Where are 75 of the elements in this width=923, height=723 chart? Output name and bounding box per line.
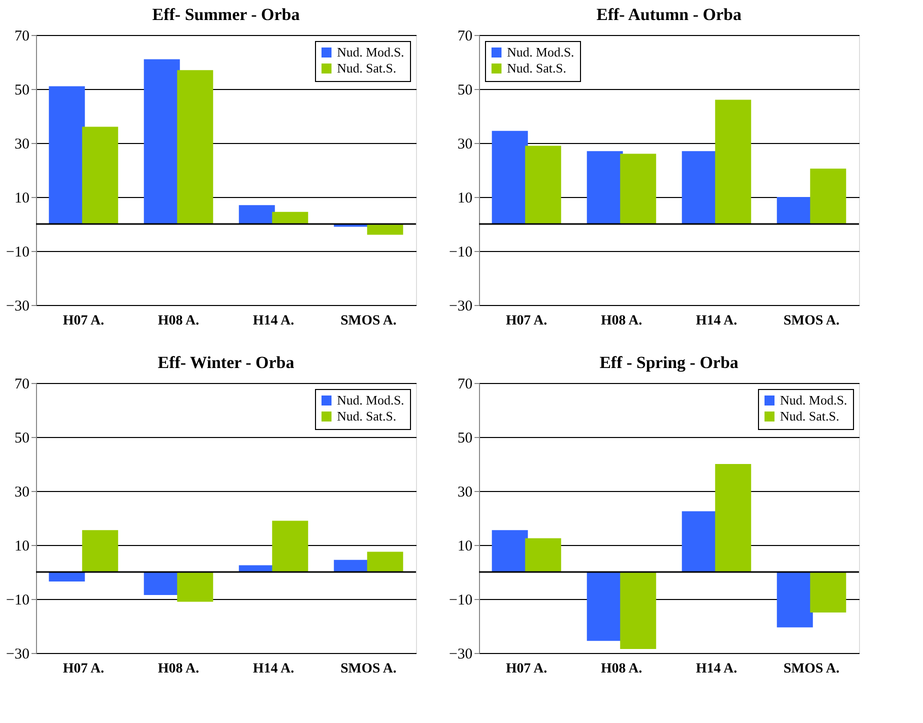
legend-label: Nud. Mod.S. (507, 44, 574, 60)
bar (82, 530, 118, 572)
bar (715, 100, 752, 224)
legend-label: Nud. Mod.S. (337, 44, 404, 60)
x-tick-label: H08 A. (158, 662, 200, 676)
bar (177, 572, 214, 602)
chart-title: Eff- Autumn - Orba (596, 5, 742, 24)
y-tick-label: 30 (458, 136, 472, 152)
x-tick-label: H14 A. (252, 662, 294, 676)
bar (715, 464, 752, 572)
bar (620, 572, 656, 649)
bar (48, 86, 85, 224)
legend-label: Nud. Sat.S. (507, 60, 566, 76)
y-tick-label: 50 (14, 430, 30, 446)
y-tick-label: −10 (449, 592, 472, 608)
bar (620, 154, 656, 224)
bar (810, 168, 846, 224)
x-tick-label: H07 A. (506, 662, 548, 676)
legend-label: Nud. Mod.S. (780, 392, 848, 408)
bar (586, 151, 623, 224)
bar (810, 572, 846, 612)
bar (367, 224, 404, 235)
y-tick-label: 50 (14, 82, 30, 98)
bar (367, 552, 404, 572)
x-tick-label: H07 A. (506, 314, 548, 328)
y-tick-label: −10 (6, 592, 30, 608)
bar (492, 530, 528, 572)
y-tick-label: −10 (449, 244, 472, 260)
y-tick-label: 50 (458, 430, 472, 446)
y-tick-label: 70 (14, 28, 30, 44)
legend-label: Nud. Sat.S. (337, 60, 396, 76)
bar (525, 538, 562, 572)
y-tick-label: −30 (449, 298, 472, 314)
x-tick-label: H14 A. (252, 314, 294, 328)
legend-label: Nud. Mod.S. (337, 392, 404, 408)
x-tick-label: H14 A. (696, 662, 738, 676)
legend-label: Nud. Sat.S. (780, 408, 840, 424)
y-tick-label: −10 (6, 244, 30, 260)
chart-title: Eff- Winter - Orba (158, 353, 295, 372)
x-tick-label: H08 A. (158, 314, 200, 328)
y-tick-label: 50 (458, 82, 472, 98)
bar (272, 212, 308, 224)
y-tick-label: 30 (14, 484, 30, 500)
y-tick-label: 30 (458, 484, 472, 500)
bar (776, 572, 813, 628)
bar (177, 70, 214, 224)
x-tick-label: H07 A. (62, 662, 104, 676)
y-tick-label: 10 (458, 538, 472, 554)
legend-label: Nud. Sat.S. (337, 408, 396, 424)
y-tick-label: −30 (6, 646, 30, 662)
y-tick-label: 70 (458, 376, 472, 392)
y-tick-label: 10 (14, 190, 30, 206)
y-tick-label: 70 (458, 28, 472, 44)
bar (82, 126, 118, 224)
x-tick-label: SMOS A. (783, 314, 840, 328)
y-tick-label: 10 (458, 190, 472, 206)
bar (144, 59, 180, 224)
x-tick-label: H08 A. (600, 662, 642, 676)
x-tick-label: H14 A. (696, 314, 738, 328)
chart-title: Eff- Summer - Orba (152, 5, 300, 24)
y-tick-label: −30 (449, 646, 472, 662)
chart-title: Eff - Spring - Orba (600, 353, 739, 372)
x-tick-label: SMOS A. (783, 662, 840, 676)
x-tick-label: SMOS A. (340, 314, 397, 328)
y-tick-label: 70 (14, 376, 30, 392)
bar (272, 520, 308, 572)
x-tick-label: H07 A. (62, 314, 104, 328)
y-tick-label: −30 (6, 298, 30, 314)
bar (238, 205, 275, 224)
y-tick-label: 30 (14, 136, 30, 152)
y-tick-label: 10 (14, 538, 30, 554)
x-tick-label: H08 A. (600, 314, 642, 328)
x-tick-label: SMOS A. (340, 662, 397, 676)
bar (525, 146, 562, 224)
bar (492, 130, 528, 224)
